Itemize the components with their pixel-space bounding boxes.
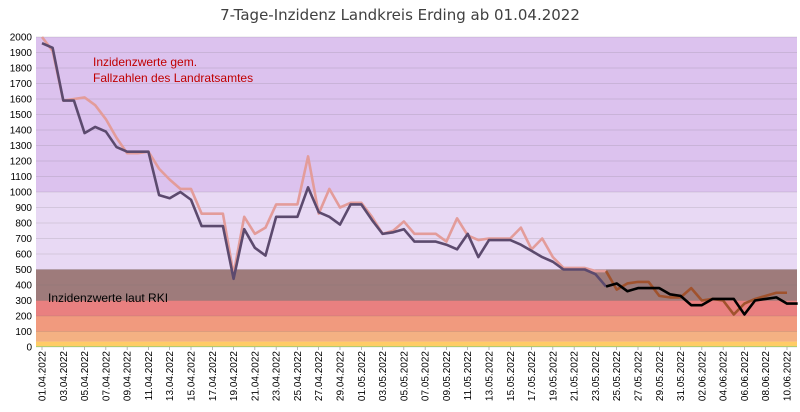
y-tick-label: 100 (15, 327, 32, 338)
x-tick-label: 04.06.2022 (719, 351, 730, 401)
band-6 (36, 192, 797, 270)
y-tick-label: 1500 (10, 110, 33, 121)
x-tick-label: 08.06.2022 (761, 351, 772, 401)
x-tick-label: 31.05.2022 (676, 351, 687, 401)
y-tick-label: 700 (15, 234, 32, 245)
x-tick-label: 11.05.2022 (463, 351, 474, 401)
x-tick-label: 11.04.2022 (144, 351, 155, 401)
band-1 (36, 341, 797, 347)
x-tick-label: 15.05.2022 (506, 351, 517, 401)
series-1-line-early (41, 42, 608, 288)
x-tick-label: 03.05.2022 (378, 351, 389, 401)
series-lines (40, 36, 798, 316)
x-tick-label: 09.04.2022 (123, 351, 134, 401)
x-tick-label: 21.05.2022 (570, 351, 581, 401)
y-tick-label: 500 (15, 265, 32, 276)
gridlines (36, 36, 797, 348)
y-tick-label: 2000 (10, 33, 33, 44)
band-0 (36, 346, 797, 347)
band-2 (36, 331, 797, 342)
series-0-line-early (40, 36, 607, 276)
y-tick-label: 1100 (10, 172, 32, 183)
y-tick-label: 300 (15, 296, 32, 307)
x-tick-label: 05.05.2022 (399, 351, 410, 401)
y-tick-label: 1000 (10, 188, 33, 199)
y-tick-label: 1200 (10, 157, 33, 168)
x-tick-label: 07.04.2022 (101, 351, 112, 401)
x-tick-label: 15.04.2022 (187, 351, 198, 401)
x-tick-label: 23.04.2022 (272, 351, 283, 401)
x-tick-label: 09.05.2022 (442, 351, 453, 401)
y-tick-label: 1800 (10, 64, 33, 75)
y-tick-label: 800 (15, 219, 32, 230)
series-1-line-late (605, 282, 798, 316)
band-7 (36, 37, 797, 192)
x-tick-label: 02.06.2022 (697, 351, 708, 401)
band-4 (36, 300, 797, 316)
x-tick-label: 21.04.2022 (250, 351, 261, 401)
annotation-rki: Inzidenzwerte laut RKI (48, 291, 168, 305)
incidence-bands (36, 37, 797, 347)
y-tick-label: 200 (15, 312, 32, 323)
annotation-lra-line1: Inzidenzwerte gem. (93, 55, 197, 69)
x-tick-label: 17.04.2022 (208, 351, 219, 401)
y-tick-label: 1900 (10, 48, 33, 59)
x-tick-label: 06.06.2022 (740, 351, 751, 401)
x-tick-label: 29.05.2022 (655, 351, 666, 401)
x-tick-label: 01.04.2022 (38, 351, 49, 401)
x-tick-label: 07.05.2022 (421, 351, 432, 401)
x-tick-label: 27.05.2022 (634, 351, 645, 401)
x-tick-label: 19.04.2022 (229, 351, 240, 401)
x-tick-label: 01.05.2022 (357, 351, 368, 401)
x-tick-label: 13.04.2022 (165, 351, 176, 401)
y-tick-label: 1400 (10, 126, 33, 137)
x-tick-label: 25.04.2022 (293, 351, 304, 401)
y-tick-label: 1600 (10, 95, 33, 106)
y-tick-label: 1700 (10, 79, 33, 90)
y-tick-label: 1300 (10, 141, 33, 152)
x-tick-label: 05.04.2022 (80, 351, 91, 401)
x-tick-label: 23.05.2022 (591, 351, 602, 401)
x-tick-label: 17.05.2022 (527, 351, 538, 401)
annotations: Inzidenzwerte gem. Fallzahlen des Landra… (48, 55, 253, 305)
x-tick-label: 13.05.2022 (485, 351, 496, 401)
series-0-line-late (604, 270, 787, 316)
x-tick-label: 19.05.2022 (548, 351, 559, 401)
x-axis: 01.04.2022 03.04.2022 05.04.2022 07.04.2022… (38, 347, 794, 401)
y-axis: 0 100 200 300 400 500 600 700 800 900 1000 1100 1200… (10, 33, 33, 354)
x-tick-label: 10.06.2022 (783, 351, 794, 401)
x-tick-label: 27.04.2022 (314, 351, 325, 401)
y-tick-label: 600 (15, 250, 32, 261)
x-tick-label: 03.04.2022 (59, 351, 70, 401)
y-tick-label: 900 (15, 203, 32, 214)
annotation-lra-line2: Fallzahlen des Landratsamtes (93, 71, 253, 85)
y-tick-label: 400 (15, 281, 32, 292)
chart-title: 7-Tage-Inzidenz Landkreis Erding ab 01.0… (220, 6, 580, 24)
x-tick-label: 29.04.2022 (336, 351, 347, 401)
x-tick-label: 25.05.2022 (612, 351, 623, 401)
y-tick-label: 0 (26, 343, 32, 354)
band-3 (36, 316, 797, 332)
